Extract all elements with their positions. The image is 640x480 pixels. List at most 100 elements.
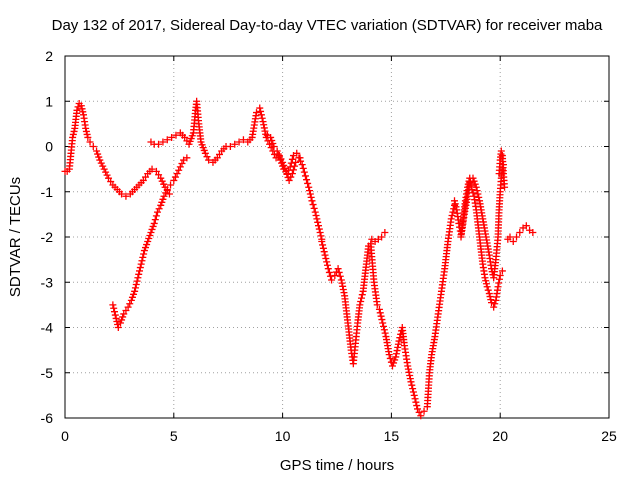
data-point xyxy=(451,197,459,205)
data-point xyxy=(150,219,158,227)
data-point xyxy=(94,150,102,158)
data-point xyxy=(149,222,157,230)
data-point xyxy=(276,156,284,164)
data-point xyxy=(285,166,293,174)
data-point xyxy=(89,143,97,150)
data-point xyxy=(157,174,165,182)
data-marks xyxy=(61,97,537,420)
data-point xyxy=(501,183,509,191)
data-point xyxy=(170,176,178,184)
x-tick-label: 5 xyxy=(170,428,178,444)
data-point xyxy=(380,326,388,334)
data-point xyxy=(231,140,239,148)
data-point xyxy=(165,190,173,198)
data-point xyxy=(173,170,181,178)
data-point xyxy=(69,130,77,138)
data-point xyxy=(257,107,265,115)
data-point xyxy=(122,192,130,200)
data-point xyxy=(308,197,316,205)
data-point xyxy=(159,195,167,203)
data-point xyxy=(471,180,479,188)
data-point xyxy=(315,225,323,233)
data-point xyxy=(152,212,160,220)
data-point xyxy=(142,244,150,252)
data-point xyxy=(325,268,333,276)
data-point xyxy=(259,118,267,126)
data-point xyxy=(481,274,489,282)
data-point xyxy=(70,127,78,135)
data-point xyxy=(491,300,499,308)
data-point xyxy=(321,251,329,259)
data-point xyxy=(451,200,459,208)
data-point xyxy=(506,233,514,241)
data-point xyxy=(296,154,304,162)
data-point xyxy=(131,284,139,292)
data-point xyxy=(497,147,505,155)
data-point xyxy=(256,104,264,112)
data-point xyxy=(328,276,336,284)
data-point xyxy=(99,162,107,170)
data-point xyxy=(306,190,314,198)
data-point xyxy=(495,275,503,283)
data-point xyxy=(408,381,416,389)
data-point xyxy=(114,324,122,331)
data-point xyxy=(172,131,180,139)
y-axis-label: SDTVAR / TECUs xyxy=(7,177,24,297)
data-point xyxy=(340,289,348,297)
data-point xyxy=(163,136,171,144)
data-point xyxy=(112,314,120,322)
data-point xyxy=(131,287,139,295)
data-point xyxy=(299,164,307,172)
data-point xyxy=(358,291,366,299)
data-point xyxy=(406,371,414,379)
data-point xyxy=(336,272,344,280)
data-point xyxy=(118,190,126,198)
data-point xyxy=(386,354,394,362)
data-point xyxy=(96,156,104,164)
data-point xyxy=(320,248,328,256)
data-point xyxy=(311,208,319,216)
data-point xyxy=(356,301,364,309)
series-track-3 xyxy=(147,97,326,243)
data-point xyxy=(144,238,152,246)
data-point xyxy=(323,261,331,269)
data-point xyxy=(136,264,144,272)
data-point xyxy=(306,187,314,195)
data-point xyxy=(77,102,85,110)
data-point xyxy=(494,283,502,291)
x-axis-label: GPS time / hours xyxy=(280,457,394,474)
data-point xyxy=(338,279,346,287)
data-point xyxy=(140,250,148,258)
data-point xyxy=(516,228,524,236)
data-point xyxy=(339,285,347,293)
data-point xyxy=(373,301,381,309)
data-point xyxy=(318,238,326,246)
series-track-5 xyxy=(318,201,459,420)
data-point xyxy=(307,193,315,201)
data-point xyxy=(145,235,153,243)
data-point xyxy=(322,254,330,262)
data-point xyxy=(392,353,400,361)
data-point xyxy=(262,130,270,138)
data-point xyxy=(357,297,365,305)
data-point xyxy=(274,150,282,158)
data-point xyxy=(326,272,334,280)
data-point xyxy=(126,300,134,308)
data-point xyxy=(280,165,288,173)
data-point xyxy=(279,162,287,170)
data-point xyxy=(482,277,490,285)
data-point xyxy=(513,233,521,241)
data-point xyxy=(201,149,209,157)
data-point xyxy=(260,121,268,129)
data-point xyxy=(235,138,243,146)
data-point xyxy=(133,277,141,285)
series-track-10 xyxy=(504,222,537,246)
data-point xyxy=(376,309,384,317)
data-point xyxy=(405,368,413,376)
data-point xyxy=(176,163,184,171)
data-point xyxy=(298,161,306,169)
series-track-6 xyxy=(368,228,389,246)
data-point xyxy=(303,176,311,184)
x-tick-label: 15 xyxy=(384,428,400,444)
data-point xyxy=(293,149,301,157)
